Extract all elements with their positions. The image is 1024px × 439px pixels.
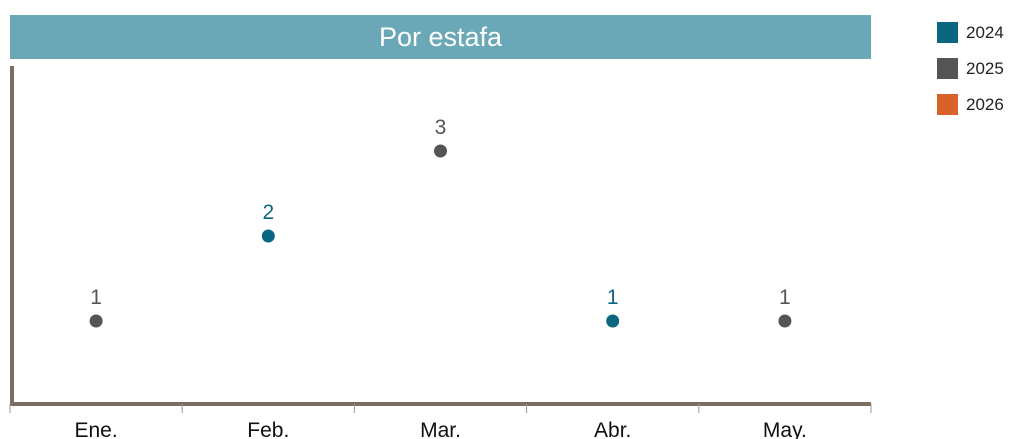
data-point <box>606 314 620 328</box>
legend-swatch <box>937 58 958 79</box>
legend-label: 2024 <box>966 22 1004 42</box>
x-tick-label: Mar. <box>420 419 461 439</box>
legend-item: 2025 <box>937 58 1004 79</box>
x-tick-label: Abr. <box>594 419 631 439</box>
data-label: 1 <box>90 286 102 309</box>
legend-swatch <box>937 94 958 115</box>
legend-swatch <box>937 22 958 43</box>
legend-label: 2025 <box>966 58 1004 78</box>
data-label: 2 <box>262 201 274 224</box>
x-tick-label: Feb. <box>247 419 289 439</box>
x-tick-label: May. <box>763 419 807 439</box>
legend-item: 2026 <box>937 94 1004 115</box>
data-point <box>778 314 792 328</box>
data-label: 3 <box>435 116 447 139</box>
data-label: 1 <box>607 286 619 309</box>
chart-title: Por estafa <box>378 21 503 52</box>
data-label: 1 <box>779 286 791 309</box>
data-point <box>89 314 103 328</box>
legend-label: 2026 <box>966 94 1004 114</box>
x-tick-label: Ene. <box>74 419 117 439</box>
legend-item: 2024 <box>937 22 1004 43</box>
data-point <box>434 144 447 158</box>
legend: 2024 2025 2026 <box>937 22 1004 130</box>
chart-title-bar: Por estafa <box>10 15 871 59</box>
data-point <box>261 229 275 243</box>
